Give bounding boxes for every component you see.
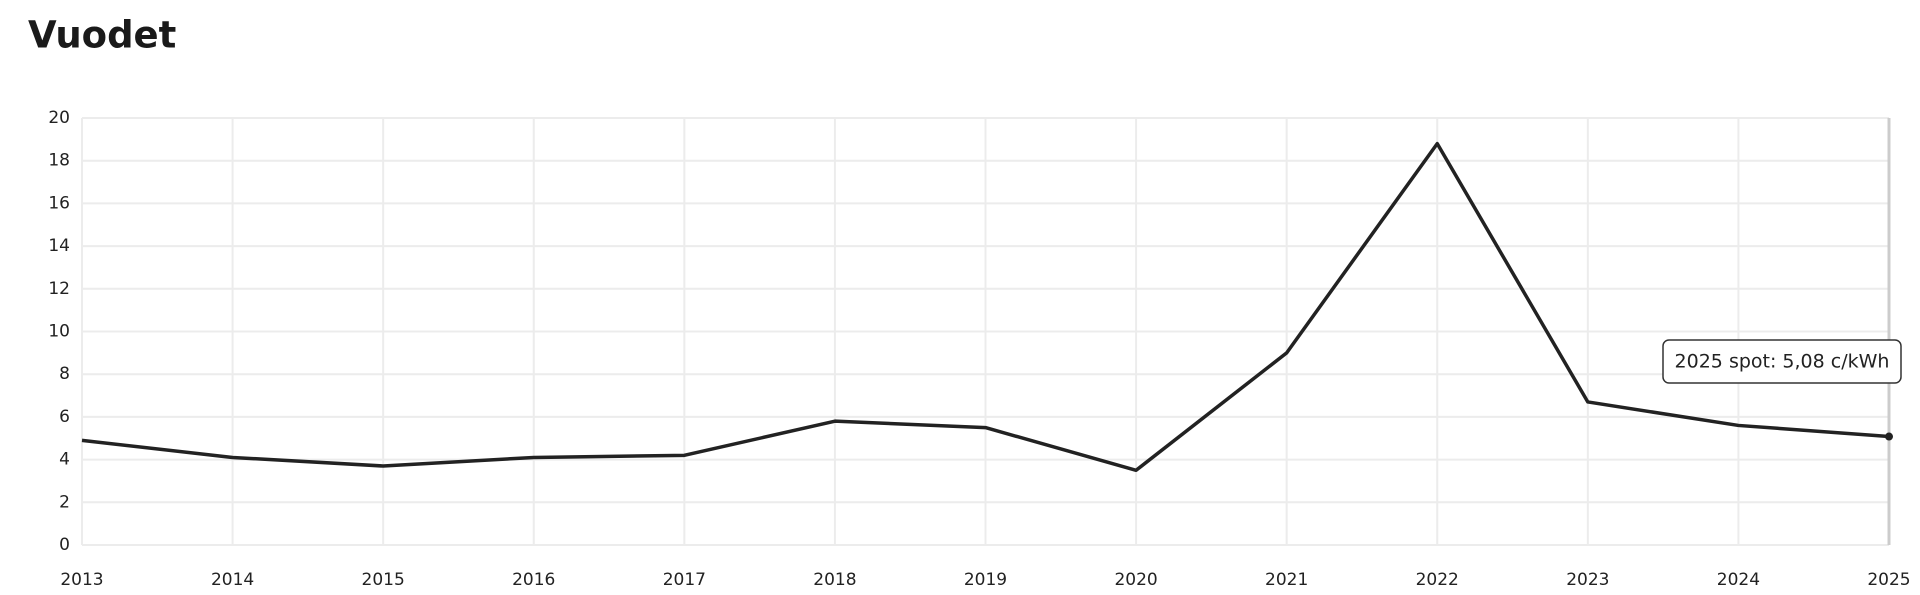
hover-point (1885, 432, 1893, 441)
x-tick-label: 2016 (512, 570, 555, 590)
x-tick-label: 2024 (1717, 570, 1760, 590)
x-tick-label: 2025 (1867, 570, 1910, 590)
y-tick-label: 2 (59, 492, 70, 512)
y-tick-label: 18 (48, 151, 70, 171)
y-tick-label: 0 (59, 535, 70, 555)
y-tick-label: 8 (59, 364, 70, 384)
tooltip-text: 2025 spot: 5,08 c/kWh (1675, 351, 1890, 373)
y-tick-label: 20 (48, 108, 70, 128)
y-tick-label: 16 (48, 193, 70, 213)
chart-title: Vuodet (28, 14, 176, 57)
y-tick-label: 12 (48, 279, 70, 299)
x-tick-label: 2018 (813, 570, 856, 590)
x-tick-label: 2020 (1114, 570, 1157, 590)
x-tick-label: 2014 (211, 570, 254, 590)
x-tick-label: 2013 (60, 570, 103, 590)
y-tick-label: 14 (48, 236, 70, 256)
x-tick-label: 2021 (1265, 570, 1308, 590)
x-tick-label: 2023 (1566, 570, 1609, 590)
x-tick-label: 2019 (964, 570, 1007, 590)
y-tick-label: 4 (59, 450, 70, 470)
x-tick-label: 2017 (663, 570, 706, 590)
x-tick-label: 2015 (362, 570, 405, 590)
line (81, 141, 1890, 473)
y-tick-label: 10 (48, 322, 70, 342)
y-tick-label: 6 (59, 407, 70, 427)
x-tick-label: 2022 (1416, 570, 1459, 590)
tooltip-box (1662, 339, 1902, 384)
